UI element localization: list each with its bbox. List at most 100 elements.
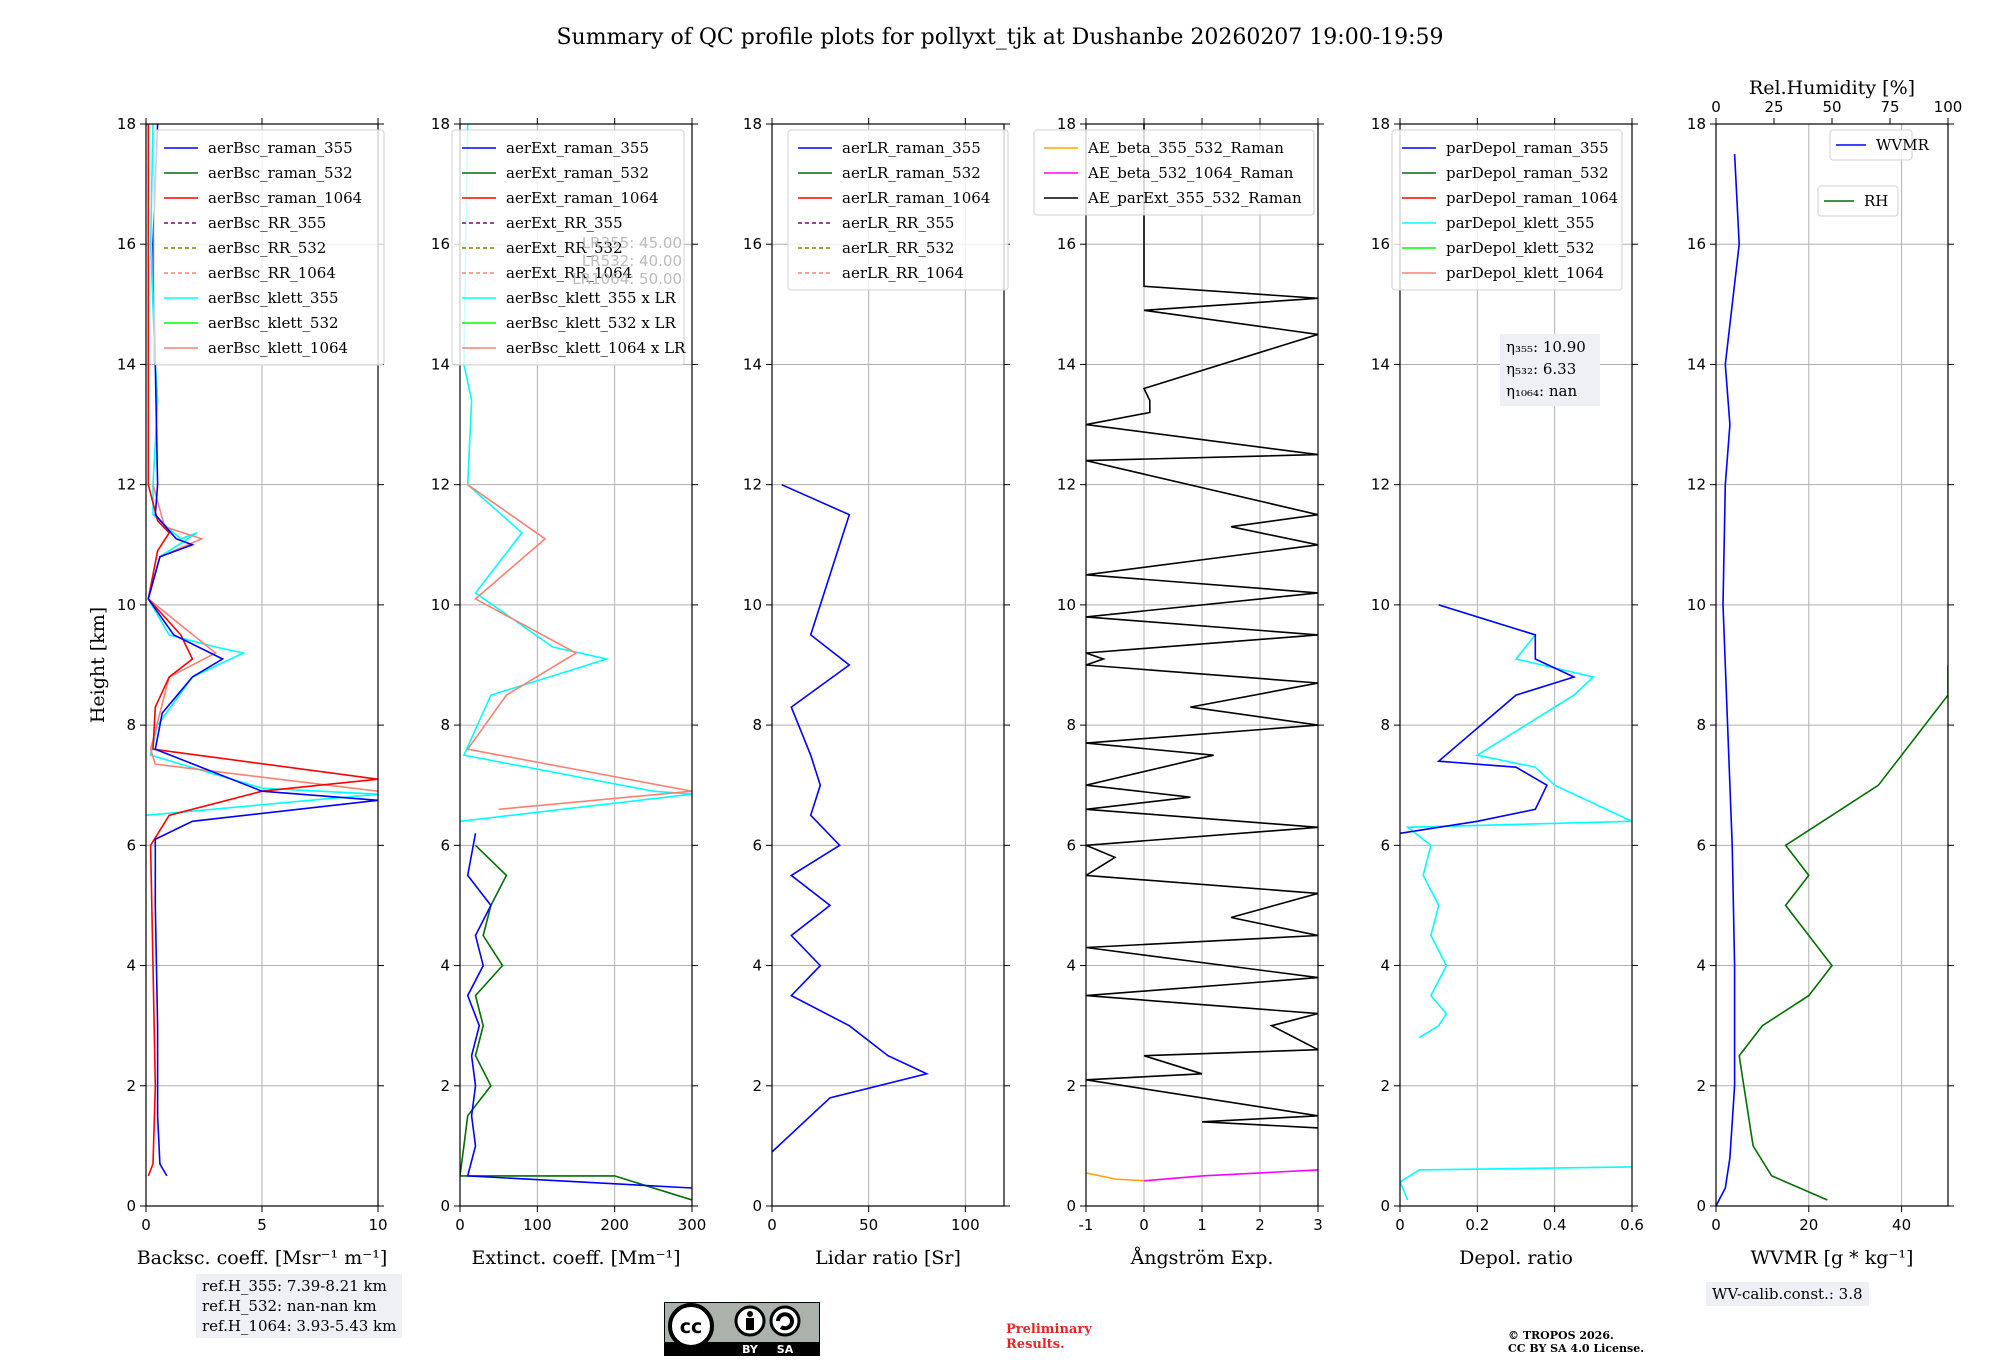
series-AE_beta_355_532_Raman <box>1086 1172 1145 1182</box>
legend-entry-AE_parExt_355_532_Raman: AE_parExt_355_532_Raman <box>1087 189 1302 207</box>
legend-entry-WVMR: WVMR <box>1876 136 1930 154</box>
legend-entry-parDepol_klett_355: parDepol_klett_355 <box>1446 214 1595 232</box>
legend-entry-aerLR_raman_1064: aerLR_raman_1064 <box>842 189 990 207</box>
x-tick-label: 300 <box>678 1216 707 1234</box>
y-tick-label: 4 <box>1380 957 1390 975</box>
y-tick-label: 4 <box>126 957 136 975</box>
eta-note: η₃₅₅: 10.90 <box>1506 338 1586 356</box>
y-tick-label: 0 <box>126 1197 136 1215</box>
top-x-tick-label: 0 <box>1711 98 1721 116</box>
series-group <box>772 483 930 1153</box>
legend-entry-parDepol_klett_532: parDepol_klett_532 <box>1446 239 1595 257</box>
preliminary-line-1: Preliminary <box>1006 1322 1092 1337</box>
y-tick-label: 12 <box>117 476 136 494</box>
x-tick-label: 0 <box>455 1216 465 1234</box>
y-tick-label: 12 <box>1687 476 1706 494</box>
x-tick-label: 100 <box>523 1216 552 1234</box>
lidar-ratio-note: LR532: 40.00 <box>582 252 682 270</box>
ref-height-1064: ref.H_1064: 3.93-5.43 km <box>202 1317 397 1335</box>
y-tick-label: 2 <box>1066 1077 1076 1095</box>
preliminary-line-2: Results. <box>1006 1337 1065 1352</box>
svg-text:cc: cc <box>680 1316 703 1338</box>
x-tick-label: 5 <box>257 1216 267 1234</box>
x-tick-label: 10 <box>368 1216 387 1234</box>
legend-entry-aerExt_RR_532: aerExt_RR_532 <box>506 239 623 257</box>
legend-entry-aerBsc_klett_355: aerBsc_klett_355 <box>208 289 339 307</box>
legend-entry-aerBsc_klett_532: aerBsc_klett_532 <box>208 314 339 332</box>
x-tick-label: 0 <box>1139 1216 1149 1234</box>
legend-entry-aerBsc_klett_355 x LR: aerBsc_klett_355 x LR <box>506 289 677 307</box>
y-tick-label: 2 <box>1380 1077 1390 1095</box>
y-tick-label: 2 <box>440 1077 450 1095</box>
y-tick-label: 12 <box>1057 476 1076 494</box>
legend-box <box>787 129 1009 291</box>
legend-entry-AE_beta_355_532_Raman: AE_beta_355_532_Raman <box>1087 139 1284 157</box>
y-tick-label: 8 <box>1696 716 1706 734</box>
axes-frame <box>459 123 693 1207</box>
y-tick-label: 14 <box>743 355 762 373</box>
series-aerExt_raman_532 <box>460 844 692 1201</box>
reference-height-box: ref.H_355: 7.39-8.21 km ref.H_532: nan-n… <box>196 1274 403 1338</box>
x-axis-label: WVMR [g * kg⁻¹] <box>1751 1247 1914 1269</box>
legend-entry-aerLR_RR_355: aerLR_RR_355 <box>842 214 954 232</box>
series-parDepol_klett_355_upper <box>1405 604 1632 1039</box>
eta-note: η₁₀₆₄: nan <box>1506 382 1577 400</box>
lidar-ratio-note: LR1064: 50.00 <box>572 270 682 288</box>
legend-entry-RH: RH <box>1864 192 1888 210</box>
series-aerBsc_raman_355 <box>147 124 378 1177</box>
lidar-ratio-note: LR355: 45.00 <box>582 234 682 252</box>
y-axis-label: Height [km] <box>87 607 109 723</box>
legend-entry-aerExt_RR_1064: aerExt_RR_1064 <box>506 264 632 282</box>
panel-5: 0 0.2 0.4 0.6 0 2 4 6 8 10 12 14 16 18 Depol. ratio par… <box>1371 115 1644 1269</box>
y-tick-label: 18 <box>1371 115 1390 133</box>
x-tick-label: 40 <box>1892 1216 1911 1234</box>
y-tick-label: 2 <box>126 1077 136 1095</box>
x-tick-label: 0 <box>141 1216 151 1234</box>
x-tick-label: 1 <box>1197 1216 1207 1234</box>
y-tick-label: 0 <box>752 1197 762 1215</box>
panel-3: 0 50 100 0 2 4 6 8 10 12 14 16 18 Lidar ratio [Sr] aer… <box>743 115 1010 1269</box>
copyright-note: © TROPOS 2026. CC BY SA 4.0 License. <box>1508 1329 1644 1355</box>
y-tick-label: 14 <box>1371 355 1390 373</box>
y-tick-label: 8 <box>1066 716 1076 734</box>
y-tick-label: 16 <box>743 235 762 253</box>
top-x-tick-label: 25 <box>1764 98 1783 116</box>
y-tick-label: 16 <box>1371 235 1390 253</box>
y-tick-label: 18 <box>431 115 450 133</box>
y-tick-label: 16 <box>431 235 450 253</box>
legend-entry-parDepol_klett_1064: parDepol_klett_1064 <box>1446 264 1604 282</box>
eta-note: η₅₃₂: 6.33 <box>1506 360 1576 378</box>
y-tick-label: 4 <box>1696 957 1706 975</box>
ref-height-532: ref.H_532: nan-nan km <box>202 1297 377 1315</box>
x-tick-label: 20 <box>1799 1216 1818 1234</box>
series-parDepol_raman_355 <box>1400 604 1577 835</box>
y-tick-label: 18 <box>1057 115 1076 133</box>
top-x-tick-label: 50 <box>1822 98 1841 116</box>
y-tick-label: 10 <box>1057 596 1076 614</box>
x-tick-label: 3 <box>1313 1216 1323 1234</box>
y-tick-label: 4 <box>752 957 762 975</box>
y-tick-label: 18 <box>1687 115 1706 133</box>
x-axis-label: Extinct. coeff. [Mm⁻¹] <box>471 1247 680 1269</box>
series-aerBsc_klett_1064 <box>147 484 378 792</box>
y-tick-label: 18 <box>117 115 136 133</box>
y-tick-label: 16 <box>1687 235 1706 253</box>
y-tick-label: 6 <box>126 836 136 854</box>
panel-6: 0 20 40 0 2 4 6 8 10 12 14 16 18 WVMR [g * kg⁻¹] 0 25 50… <box>1687 77 1962 1269</box>
legend-entry-aerLR_raman_532: aerLR_raman_532 <box>842 164 981 182</box>
axes-frame <box>771 123 1005 1207</box>
legend-entry-aerExt_raman_532: aerExt_raman_532 <box>506 164 649 182</box>
y-tick-label: 0 <box>1066 1197 1076 1215</box>
legend-entry-aerBsc_raman_355: aerBsc_raman_355 <box>208 139 353 157</box>
panel-2: 0 100 200 300 0 2 4 6 8 10 12 14 16 18 Extinct. coeff.… <box>431 115 706 1269</box>
y-tick-label: 6 <box>752 836 762 854</box>
y-tick-label: 8 <box>440 716 450 734</box>
top-x-tick-label: 75 <box>1880 98 1899 116</box>
legend-entry-aerBsc_raman_1064: aerBsc_raman_1064 <box>208 189 362 207</box>
x-tick-label: 50 <box>859 1216 878 1234</box>
y-tick-label: 8 <box>126 716 136 734</box>
legend-entry-AE_beta_532_1064_Raman: AE_beta_532_1064_Raman <box>1087 164 1294 182</box>
legend-entry-parDepol_raman_1064: parDepol_raman_1064 <box>1446 189 1618 207</box>
y-tick-label: 12 <box>1371 476 1390 494</box>
